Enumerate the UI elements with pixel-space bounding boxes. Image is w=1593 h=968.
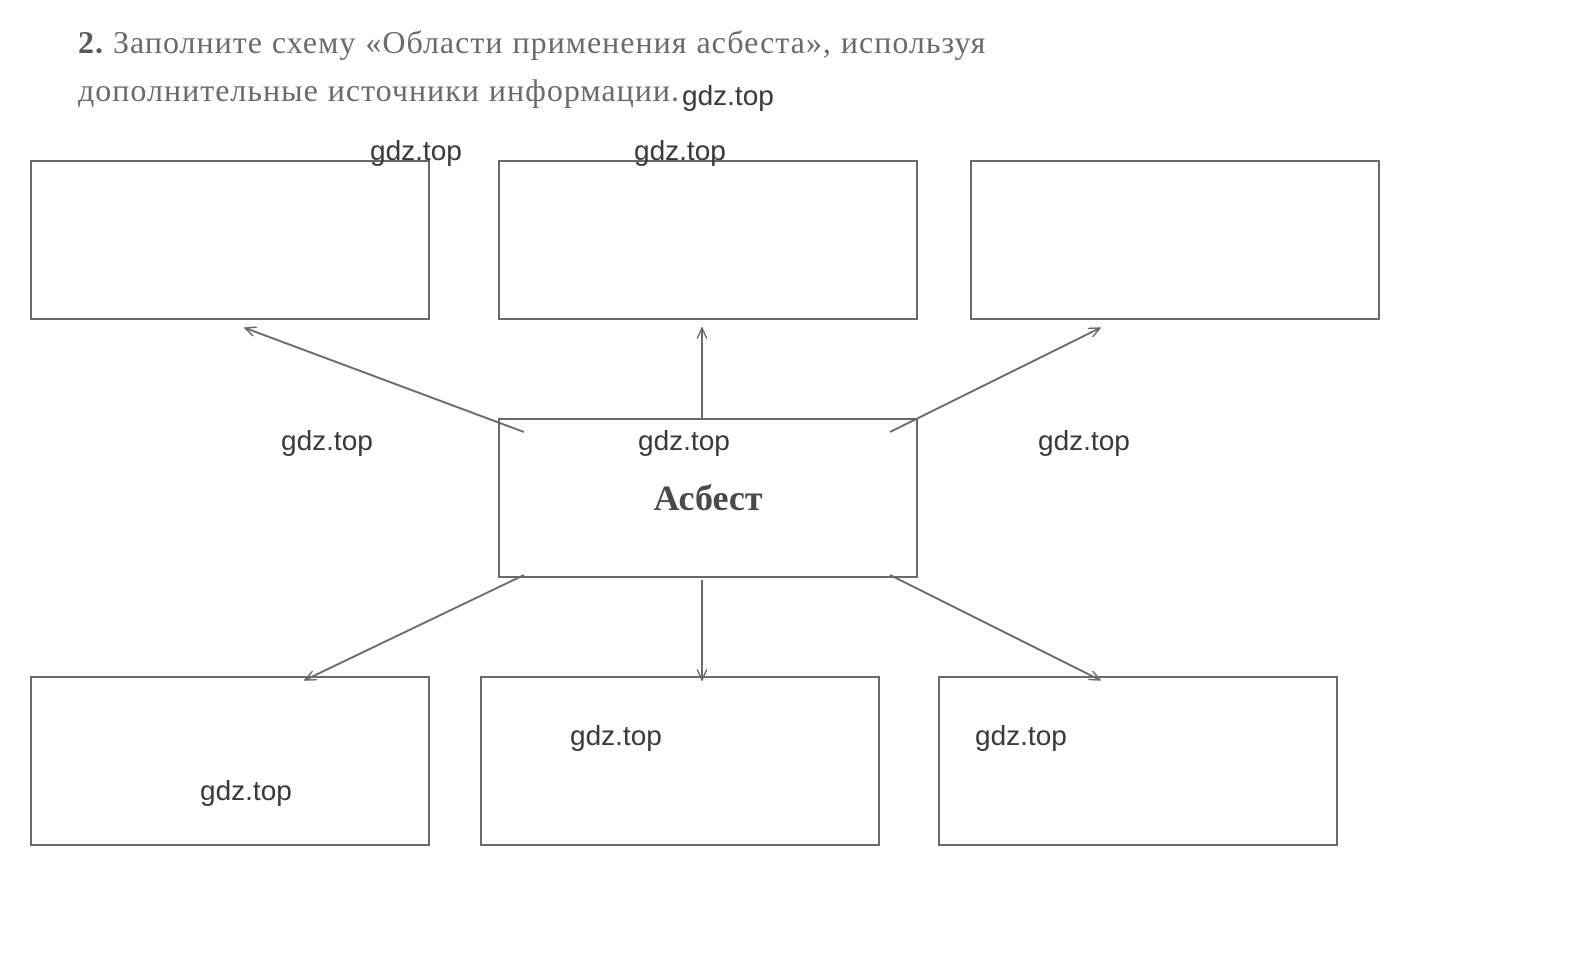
center-box: Асбест [498, 418, 918, 578]
arrow-top-right [890, 328, 1100, 432]
arrow-bottom-right [890, 575, 1100, 680]
prompt-line-2: дополнительные источники информации. [78, 72, 680, 108]
box-bottom-center[interactable] [480, 676, 880, 846]
watermark: gdz.top [1038, 425, 1130, 457]
box-top-right[interactable] [970, 160, 1380, 320]
prompt-line-1: Заполните схему «Области применения асбе… [113, 24, 986, 60]
arrow-top-left [245, 328, 524, 432]
box-top-center[interactable] [498, 160, 918, 320]
watermark: gdz.top [281, 425, 373, 457]
arrow-bottom-left [305, 575, 524, 680]
box-bottom-right[interactable] [938, 676, 1338, 846]
box-top-left[interactable] [30, 160, 430, 320]
center-box-label: Асбест [653, 477, 762, 519]
question-number: 2. [78, 24, 104, 60]
box-bottom-left[interactable] [30, 676, 430, 846]
question-prompt: 2. Заполните схему «Области применения а… [78, 18, 1563, 114]
